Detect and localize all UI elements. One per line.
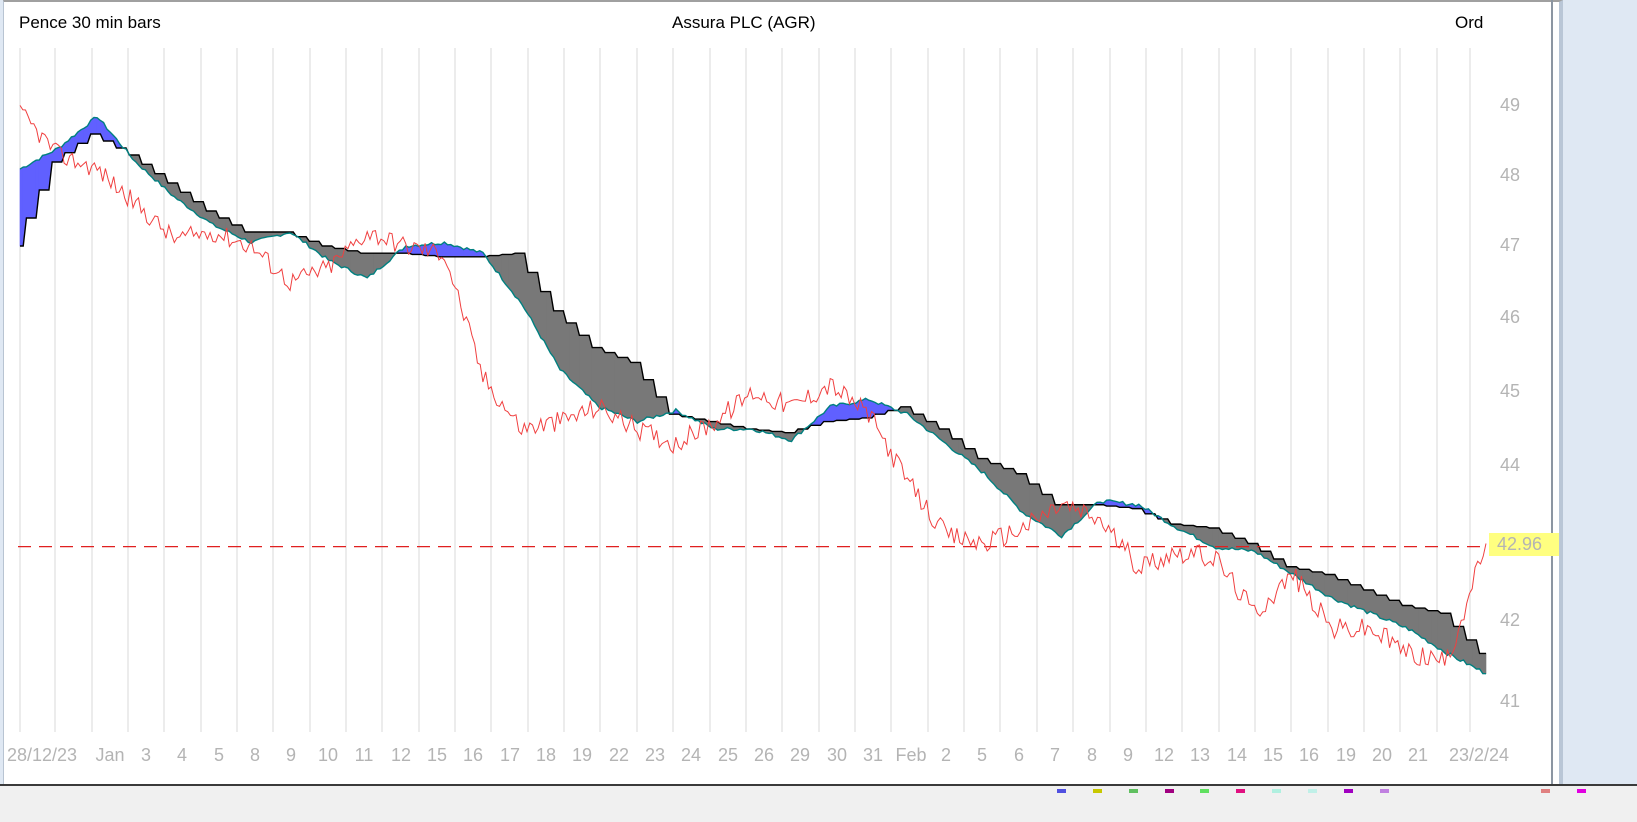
x-tick-label: 26 (753, 745, 775, 765)
x-tick-label: 30 (826, 745, 848, 765)
x-tick-label: 22 (608, 745, 630, 765)
x-tick-label: 12 (390, 745, 412, 765)
toolbar-strip (0, 784, 1637, 822)
x-tick-label: 9 (1122, 745, 1134, 765)
legend-swatch-icon (1200, 789, 1209, 793)
y-tick-label: 46 (1500, 307, 1521, 327)
price-line (19, 105, 1487, 666)
share-class-label: Ord (1455, 13, 1484, 32)
chart-window (3, 0, 1563, 784)
chart-title: Assura PLC (AGR) (672, 13, 816, 32)
x-tick-label: 5 (213, 745, 225, 765)
legend-swatch-icon (1577, 789, 1586, 793)
legend-swatch-icon (1380, 789, 1389, 793)
x-tick-label: 13 (1189, 745, 1211, 765)
x-tick-label: 19 (571, 745, 593, 765)
x-tick-label: 8 (249, 745, 261, 765)
x-tick-label: 25 (717, 745, 739, 765)
x-tick-label: Feb (895, 745, 927, 765)
x-tick-label: 20 (1371, 745, 1393, 765)
bar-interval-label: Pence 30 min bars (19, 13, 161, 32)
x-tick-label: 23/2/24 (1448, 745, 1510, 765)
x-tick-label: Jan (95, 745, 125, 765)
x-tick-label: 15 (426, 745, 448, 765)
legend-swatch-icon (1093, 789, 1102, 793)
window-border-right (1551, 0, 1553, 784)
x-tick-label: 12 (1153, 745, 1175, 765)
cloud-span-lines (19, 116, 1487, 675)
x-tick-label: 4 (176, 745, 188, 765)
legend-swatch-icon (1057, 789, 1066, 793)
x-tick-label: 10 (317, 745, 339, 765)
x-tick-label: 29 (789, 745, 811, 765)
x-tick-label: 31 (862, 745, 884, 765)
x-tick-label: 7 (1049, 745, 1061, 765)
x-tick-label: 3 (140, 745, 152, 765)
x-tick-label: 21 (1407, 745, 1429, 765)
legend-swatch-icon (1236, 789, 1245, 793)
x-tick-label: 18 (535, 745, 557, 765)
x-tick-label: 11 (354, 745, 374, 765)
y-tick-label: 42 (1500, 610, 1521, 630)
x-tick-label: 9 (285, 745, 297, 765)
legend-swatch-icon (1129, 789, 1138, 793)
x-tick-label: 15 (1262, 745, 1284, 765)
x-tick-label: 2 (940, 745, 952, 765)
x-tick-label: 28/12/23 (6, 745, 78, 765)
x-tick-label: 16 (462, 745, 484, 765)
legend-swatch-icon (1344, 789, 1353, 793)
x-tick-label: 8 (1086, 745, 1098, 765)
last-price-badge: 42.96 (1489, 533, 1559, 556)
vertical-gridlines (19, 48, 1471, 732)
x-tick-label: 5 (976, 745, 988, 765)
y-tick-label: 48 (1500, 165, 1521, 185)
x-tick-label: 17 (499, 745, 521, 765)
y-tick-label: 47 (1500, 235, 1521, 255)
y-tick-label: 45 (1500, 381, 1521, 401)
legend-swatch-icon (1272, 789, 1281, 793)
x-tick-label: 23 (644, 745, 666, 765)
legend-swatch-icon (1165, 789, 1174, 793)
ichimoku-cloud (19, 116, 1487, 675)
x-tick-label: 19 (1335, 745, 1357, 765)
x-tick-label: 24 (680, 745, 702, 765)
y-tick-label: 49 (1500, 95, 1521, 115)
x-tick-label: 14 (1226, 745, 1248, 765)
legend-swatch-icon (1541, 789, 1550, 793)
y-tick-label: 41 (1500, 691, 1521, 711)
x-tick-label: 16 (1298, 745, 1320, 765)
legend-swatch-icon (1308, 789, 1317, 793)
x-tick-label: 6 (1013, 745, 1025, 765)
y-tick-label: 44 (1500, 455, 1521, 475)
